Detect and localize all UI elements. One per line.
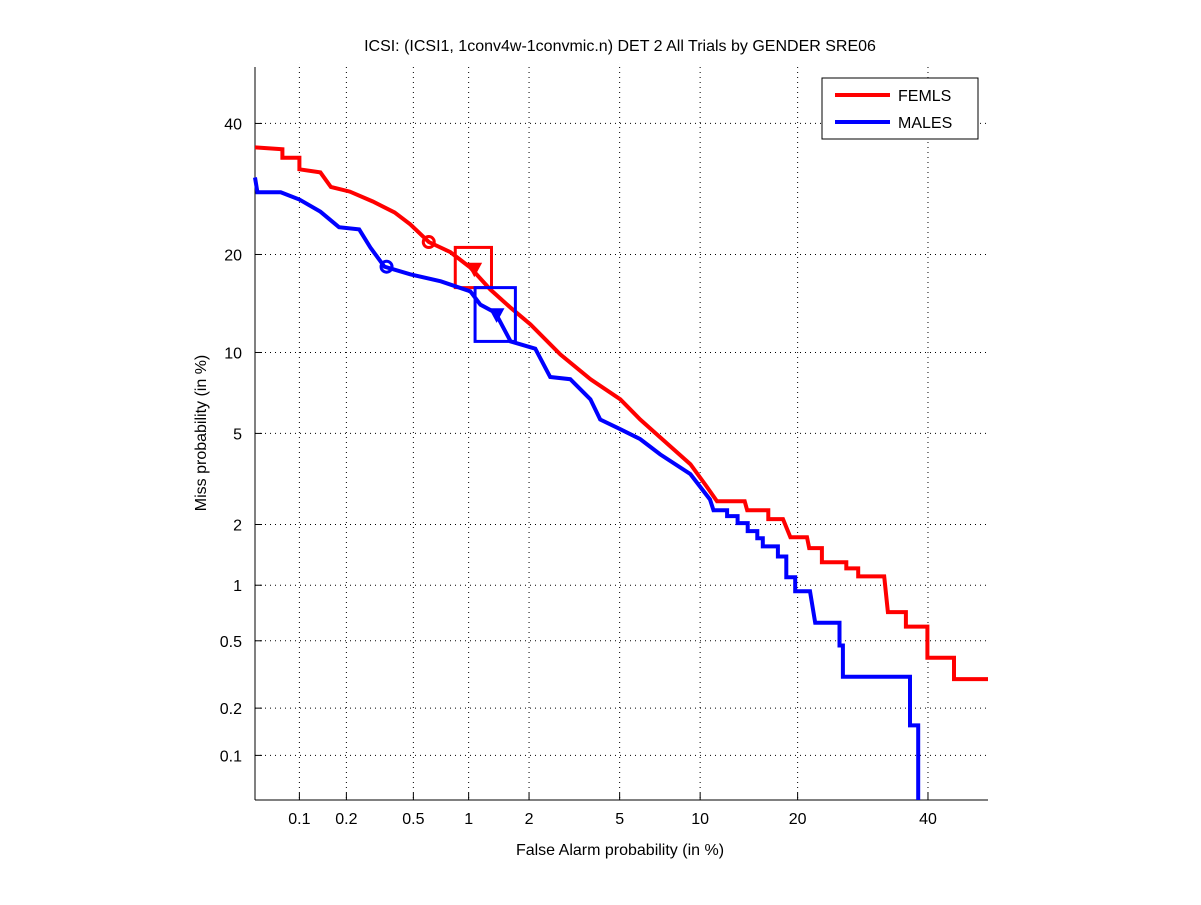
legend-label-femls: FEMLS bbox=[898, 88, 951, 105]
y-tick-label: 5 bbox=[233, 426, 242, 443]
y-tick-label: 40 bbox=[224, 116, 242, 133]
act-dcf-marker-femls bbox=[466, 262, 483, 278]
x-tick-label: 0.5 bbox=[402, 811, 424, 828]
x-tick-label: 5 bbox=[615, 811, 624, 828]
legend-label-males: MALES bbox=[898, 115, 952, 132]
y-tick-label: 1 bbox=[233, 578, 242, 595]
y-axis-label: Miss probability (in %) bbox=[193, 355, 210, 511]
legend-box bbox=[821, 77, 979, 140]
y-tick-label: 10 bbox=[224, 345, 242, 362]
chart-title: ICSI: (ICSI1, 1conv4w-1convmic.n) DET 2 … bbox=[364, 38, 876, 55]
confidence-box-males bbox=[473, 286, 517, 343]
y-tick-label: 2 bbox=[233, 517, 242, 534]
confidence-box-femls bbox=[453, 245, 493, 290]
x-tick-label: 0.2 bbox=[335, 811, 357, 828]
x-tick-label: 40 bbox=[919, 811, 937, 828]
x-tick-label: 20 bbox=[789, 811, 807, 828]
grid bbox=[255, 67, 988, 800]
series-layer bbox=[253, 145, 988, 800]
x-tick-label: 2 bbox=[525, 811, 534, 828]
y-tick-label: 0.2 bbox=[220, 701, 242, 718]
min-dcf-marker-males bbox=[379, 259, 394, 274]
act-dcf-marker-males bbox=[488, 308, 505, 323]
y-tick-label: 0.5 bbox=[220, 634, 242, 651]
x-tick-label: 0.1 bbox=[288, 811, 310, 828]
y-tick-label: 20 bbox=[224, 247, 242, 264]
x-tick-label: 10 bbox=[691, 811, 709, 828]
y-tick-label: 0.1 bbox=[220, 748, 242, 765]
det-curve-males bbox=[253, 177, 921, 800]
legend: FEMLS MALES bbox=[821, 77, 979, 140]
x-tick-label: 1 bbox=[464, 811, 473, 828]
x-axis-label: False Alarm probability (in %) bbox=[516, 842, 724, 859]
det-curve-femls bbox=[254, 145, 988, 682]
axes: 0.1 0.2 0.5 1 2 5 10 20 40 0.1 0.2 0.5 1 2 5 10 20 40 bbox=[220, 67, 988, 828]
min-dcf-marker-femls bbox=[421, 235, 436, 250]
